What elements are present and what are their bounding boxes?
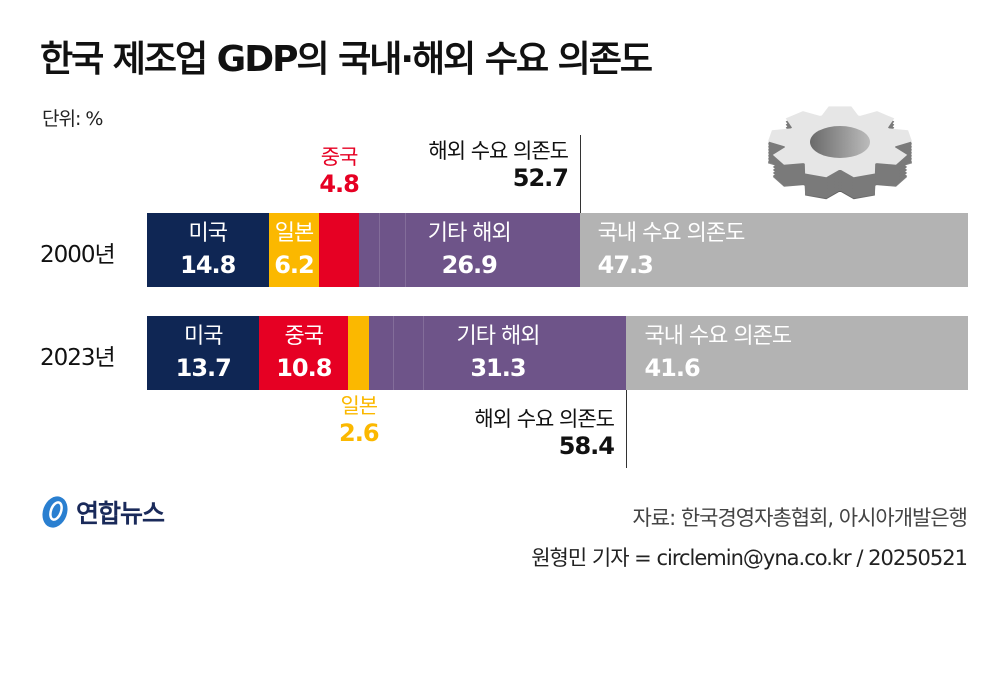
bar-segment xyxy=(319,213,359,287)
segment-divider xyxy=(423,316,425,390)
logo: 연합뉴스 xyxy=(40,494,165,530)
overseas-total-value: 58.4 xyxy=(558,432,615,460)
logo-text: 연합뉴스 xyxy=(76,499,165,528)
segment-annotation: 일본 2.6 xyxy=(309,393,409,447)
segment-value: 6.2 xyxy=(274,251,315,279)
byline-text: 원형민 기자 = circlemin@yna.co.kr / 20250521 xyxy=(531,546,968,570)
gear-hole xyxy=(810,126,870,158)
bar-segment: 중국 10.8 xyxy=(259,316,349,390)
segment-value: 10.8 xyxy=(276,354,332,382)
segment-value: 47.3 xyxy=(597,251,654,279)
segment-label: 미국 xyxy=(188,221,228,246)
chart-title: 한국 제조업 GDP의 국내·해외 수요 의존도 xyxy=(40,39,653,80)
segment-value: 41.6 xyxy=(644,354,700,382)
segment-label: 국내 수요 의존도 xyxy=(597,221,746,246)
source-text: 자료: 한국경영자총협회, 아시아개발은행 xyxy=(632,506,968,530)
bar-segment: 미국 13.7 xyxy=(147,316,260,390)
segment-value: 31.3 xyxy=(470,354,526,382)
annotation-value: 2.6 xyxy=(339,419,380,447)
overseas-total: 해외 수요 의존도 58.4 xyxy=(474,406,615,460)
overseas-divider-line xyxy=(626,390,627,468)
annotation-label: 중국 xyxy=(320,145,359,169)
segment-label: 미국 xyxy=(183,324,223,349)
segment-label: 국내 수요 의존도 xyxy=(644,324,792,349)
bar-segment: 기타 해외 31.3 xyxy=(369,316,627,390)
segment-divider xyxy=(405,213,407,287)
segment-value: 26.9 xyxy=(441,251,498,279)
bar-segment: 국내 수요 의존도 47.3 xyxy=(579,213,968,287)
bar-segment: 일본 6.2 xyxy=(268,213,320,287)
yonhap-logo-icon xyxy=(42,496,68,528)
annotation-label: 일본 xyxy=(340,394,378,418)
segment-label: 중국 xyxy=(284,324,324,349)
overseas-total: 해외 수요 의존도 52.7 xyxy=(428,138,569,192)
gear-icon xyxy=(768,106,912,200)
overseas-total-value: 52.7 xyxy=(512,164,569,192)
segment-value: 13.7 xyxy=(175,354,232,382)
bar-segment: 미국 14.8 xyxy=(147,213,269,287)
segment-divider xyxy=(392,316,394,390)
segment-label: 기타 해외 xyxy=(456,324,540,349)
overseas-divider-line xyxy=(580,135,581,213)
segment-annotation: 중국 4.8 xyxy=(289,144,389,198)
bar-segment: 국내 수요 의존도 41.6 xyxy=(626,316,968,390)
segment-label: 일본 xyxy=(274,221,314,246)
bar-segment: 기타 해외 26.9 xyxy=(358,213,580,287)
bar-segment xyxy=(348,316,370,390)
annotation-value: 4.8 xyxy=(319,170,360,198)
year-label: 2000년 xyxy=(40,242,116,268)
year-label: 2023년 xyxy=(40,345,116,371)
overseas-total-label: 해외 수요 의존도 xyxy=(474,407,615,431)
overseas-total-label: 해외 수요 의존도 xyxy=(428,139,569,163)
unit-label: 단위: % xyxy=(42,108,103,130)
segment-label: 기타 해외 xyxy=(427,221,512,246)
segment-divider xyxy=(378,213,380,287)
segment-value: 14.8 xyxy=(180,251,236,279)
